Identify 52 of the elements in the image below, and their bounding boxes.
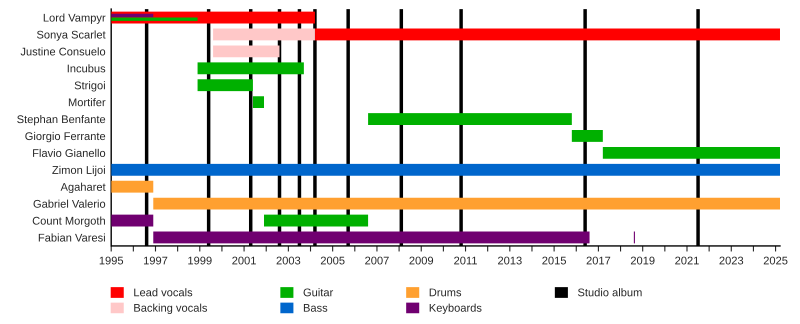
y-tick-label: Zimon Lijoi — [52, 166, 105, 176]
x-tick-label: 2001 — [232, 256, 256, 264]
bar — [213, 28, 315, 40]
y-tick-label: Justine Consuelo — [20, 47, 106, 56]
y-tick-label: Mortifer — [68, 98, 106, 106]
bar — [111, 180, 154, 193]
y-tick-label: Count Morgoth — [32, 216, 105, 227]
y-tick-label: Flavio Gianello — [33, 148, 106, 158]
y-tick-label: Strigoi — [74, 81, 105, 92]
x-tick-label: 2003 — [276, 256, 300, 264]
y-tick-label: Lord Vampyr — [44, 14, 106, 24]
y-tick-label: Incubus — [68, 64, 106, 72]
bar — [153, 198, 780, 210]
y-tick-label: Giorgio Ferrante — [25, 132, 106, 142]
x-tick-label: 1999 — [188, 256, 212, 264]
bar — [153, 232, 590, 244]
legend-label: Guitar — [304, 288, 334, 296]
x-tick-label: 2017 — [586, 256, 610, 264]
x-tick-label: 2011 — [454, 256, 477, 264]
x-tick-label: 2009 — [409, 256, 434, 264]
x-tick-label: 2019 — [630, 256, 655, 264]
x-tick-label: 2021 — [675, 256, 699, 264]
x-tick-label: 2007 — [365, 256, 389, 264]
y-tick-label: Gabriel Valerio — [34, 200, 106, 208]
x-tick-label: 2025 — [764, 256, 788, 264]
bar — [111, 164, 780, 176]
legend-label: Keyboards — [430, 304, 482, 314]
x-tick-label: 2023 — [719, 256, 744, 264]
legend-label: Backing vocals — [134, 304, 208, 314]
y-tick-label: Agaharet — [60, 182, 106, 194]
legend-label: Bass — [304, 304, 328, 312]
legend-label: Studio album — [578, 288, 642, 296]
y-tick-label: Fabian Varesi — [38, 233, 105, 242]
bar — [252, 96, 264, 108]
x-tick-label: 1995 — [100, 256, 124, 264]
legend-label: Drums — [430, 288, 462, 296]
legend-label: Lead vocals — [134, 288, 192, 296]
bar — [213, 45, 280, 58]
x-tick-label: 2005 — [320, 256, 345, 264]
bar — [198, 62, 304, 74]
bar — [198, 79, 253, 92]
y-tick-label: Sonya Scarlet — [36, 30, 106, 41]
x-tick-label: 1997 — [144, 256, 168, 264]
bar — [602, 146, 780, 159]
bar — [314, 28, 780, 40]
bar — [368, 113, 572, 125]
x-tick-label: 2015 — [542, 256, 566, 264]
bar — [264, 214, 368, 226]
y-tick-label: Stephan Benfante — [17, 115, 106, 126]
x-tick-label: 2013 — [498, 256, 522, 264]
bar — [572, 130, 603, 142]
bar — [111, 214, 154, 226]
